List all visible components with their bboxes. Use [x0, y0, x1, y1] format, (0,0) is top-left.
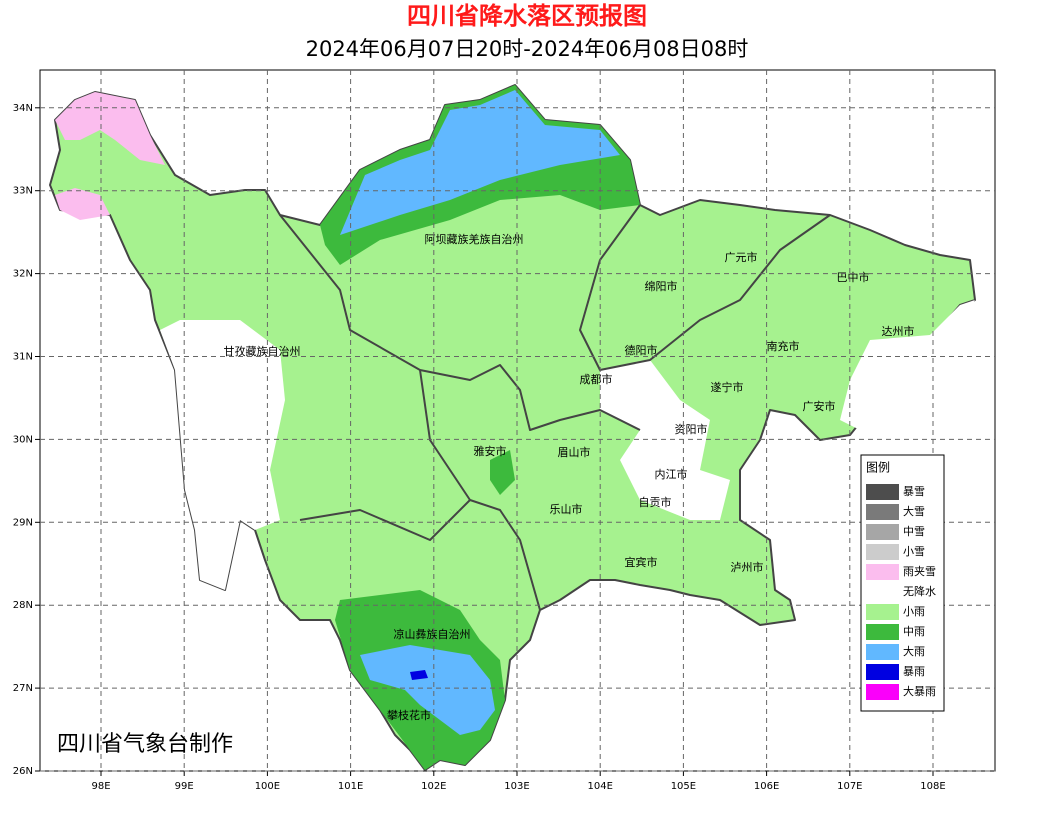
legend-swatch: [866, 544, 899, 560]
region-label: 南充市: [767, 339, 800, 353]
region-label: 宜宾市: [625, 555, 658, 569]
legend-label: 雨夹雪: [903, 565, 936, 578]
y-tick-label: 30N: [13, 434, 33, 445]
region-label: 广安市: [803, 399, 836, 413]
region-labels: 阿坝藏族羌族自治州 广元市 巴中市 绵阳市 达州市 甘孜藏族自治州 德阳市 南充…: [224, 232, 915, 722]
region-label: 乐山市: [550, 502, 583, 516]
x-tick-label: 103E: [504, 781, 529, 792]
legend-swatch: [866, 564, 899, 580]
map-shapes: [49, 84, 976, 771]
legend-swatch: [866, 664, 899, 680]
region-label: 遂宁市: [711, 380, 744, 394]
region-label: 眉山市: [558, 445, 591, 459]
region-label: 资阳市: [675, 422, 708, 436]
legend-swatch: [866, 644, 899, 660]
legend-label: 小雪: [903, 545, 925, 558]
x-tick-label: 99E: [175, 781, 194, 792]
legend-swatch: [866, 604, 899, 620]
region-label: 凉山彝族自治州: [394, 627, 471, 641]
legend-label: 中雪: [903, 525, 925, 538]
y-tick-label: 32N: [13, 269, 33, 280]
legend-label: 大雪: [903, 504, 925, 518]
y-tick-label: 26N: [13, 766, 33, 777]
y-tick-label: 33N: [13, 186, 33, 197]
legend-label: 暴雨: [903, 665, 925, 678]
region-label: 绵阳市: [645, 279, 678, 293]
region-label: 攀枝花市: [387, 708, 431, 722]
subtitle: 2024年06月07日20时-2024年06月08日08时: [306, 37, 749, 61]
region-label: 雅安市: [474, 444, 507, 458]
region-label: 阿坝藏族羌族自治州: [425, 232, 524, 246]
region-label: 达州市: [882, 324, 915, 338]
region-label: 广元市: [725, 250, 758, 264]
legend-label: 大雨: [903, 644, 925, 658]
x-tick-label: 100E: [255, 781, 280, 792]
legend-label: 中雨: [903, 625, 925, 638]
legend-label: 小雨: [903, 605, 925, 618]
legend-swatch: [866, 684, 899, 700]
x-tick-label: 107E: [837, 781, 862, 792]
x-tick-label: 106E: [754, 781, 779, 792]
footer: 四川省气象台制作: [57, 732, 233, 757]
region-label: 甘孜藏族自治州: [224, 344, 301, 358]
y-tick-label: 28N: [13, 600, 33, 611]
y-tick-label: 29N: [13, 517, 33, 528]
x-tick-label: 98E: [91, 781, 110, 792]
region-label: 自贡市: [639, 495, 672, 509]
legend-swatch: [866, 484, 899, 500]
legend-title: 图例: [866, 461, 890, 475]
legend-swatch: [866, 584, 899, 600]
region-label: 巴中市: [837, 270, 870, 284]
y-tick-label: 34N: [13, 103, 33, 114]
graticule: 98E 99E 100E 101E 102E 103E 104E 105E 106E 107E 10…: [13, 70, 995, 792]
legend-swatch: [866, 524, 899, 540]
region-label: 内江市: [655, 467, 688, 481]
x-tick-label: 102E: [421, 781, 446, 792]
region-label: 德阳市: [625, 343, 658, 357]
legend-swatch: [866, 624, 899, 640]
region-label: 成都市: [580, 372, 613, 386]
x-tick-label: 105E: [671, 781, 696, 792]
legend-label: 暴雪: [903, 485, 925, 498]
y-tick-label: 31N: [13, 352, 33, 363]
y-tick-label: 27N: [13, 683, 33, 694]
region-label: 泸州市: [731, 560, 764, 574]
legend-label: 大暴雨: [903, 684, 936, 698]
x-tick-label: 108E: [920, 781, 945, 792]
x-tick-label: 104E: [587, 781, 612, 792]
legend-label: 无降水: [903, 584, 936, 598]
x-tick-label: 101E: [338, 781, 363, 792]
legend-swatch: [866, 504, 899, 520]
title: 四川省降水落区预报图: [407, 2, 647, 30]
